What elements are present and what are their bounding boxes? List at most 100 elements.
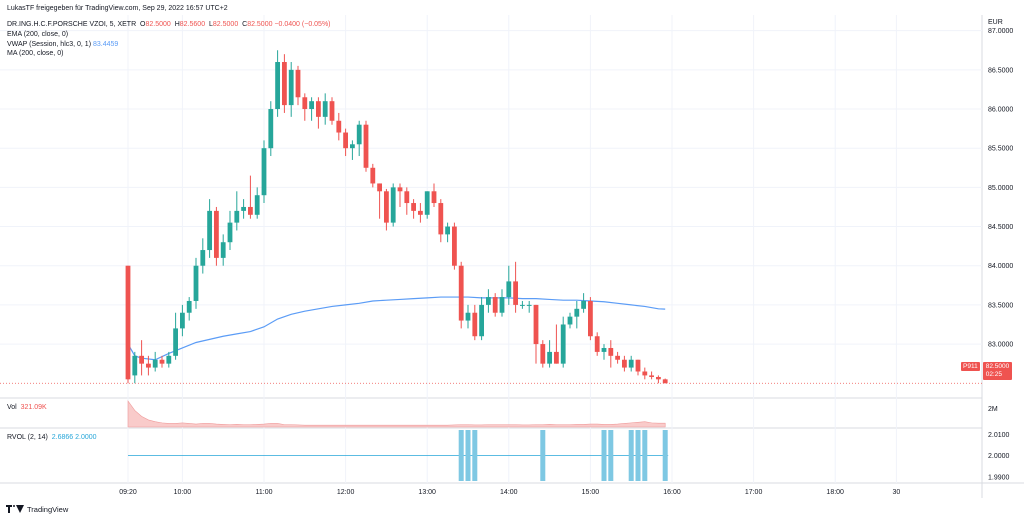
price-tick-label: 83.0000 [988,342,1013,349]
candle-body [275,62,280,110]
candle-body [295,69,301,98]
candle-body [567,316,573,325]
rvol-legend[interactable]: RVOL (2, 14) 2.6866 2.0000 [7,434,97,441]
rvol-bar [458,430,464,481]
candle-body [520,304,525,306]
candle-body [574,308,580,317]
rvol-bar [642,430,648,481]
rvol-value-1: 2.6866 [51,434,74,441]
candle-body [404,191,410,204]
rvol-bar [608,430,614,481]
rvol-tick-label: 2.0100 [988,432,1010,439]
candle-body [214,210,219,258]
footer-brand: TradingView [27,505,69,514]
time-tick-label: 11:00 [256,489,273,496]
candle-body [642,371,648,376]
rvol-tick-label: 1.9900 [988,474,1010,481]
candle-body [152,359,158,368]
candle-body [193,265,199,301]
price-tick-label: 86.0000 [988,107,1013,114]
candle-body [166,355,172,364]
candle-body [125,265,131,380]
time-tick-label: 16:00 [663,489,681,496]
rvol-bar [601,430,607,481]
ohlc-l: L82.5000 [209,21,239,28]
candle-body [506,281,512,298]
price-badge-countdown: 02:25 [985,371,1002,378]
candle-body [343,132,348,149]
candle-body [554,351,559,364]
volume-area [127,400,666,428]
candle-body [540,344,546,364]
candle-body [472,312,478,337]
candle-body [390,187,396,223]
price-badge-box: 82.5000 02:25 [982,362,1013,380]
candle-body [581,300,586,309]
axes-layer: 87.0000 86.5000 86.0000 85.5000 85.0000 84.50… [119,28,1013,496]
time-tick-label: 09:20 [119,489,137,496]
candle-body [363,124,369,168]
candle-body [513,281,518,305]
candle-body [146,363,151,368]
candle-body [424,191,430,215]
price-tick-label: 87.0000 [988,28,1013,35]
candle-body [302,97,308,110]
rvol-bar [465,430,471,481]
candle-body [452,226,457,266]
candle-body [418,210,423,215]
price-tick-label: 86.5000 [988,67,1013,74]
rvol-bar [472,430,478,481]
candle-body [288,69,294,106]
candle-body [601,347,607,352]
candle-body [438,203,444,235]
price-badge-price: 82.5000 [985,363,1010,370]
rvol-bar [540,430,546,481]
candle-body [377,183,382,192]
candle-body [588,300,593,337]
ohlc-o: O82.5000 [140,21,171,28]
rvol-tick-label: 2.0000 [988,453,1010,460]
candle-body [336,120,342,133]
rvol-layer [128,430,669,481]
candle-body [649,375,654,377]
candle-body [411,203,416,211]
indicator-ma[interactable]: MA (200, close, 0) [7,50,64,57]
price-badge-ticker: P911 [961,362,980,371]
tradingview-logo-icon [6,505,24,514]
candle-body [200,250,206,266]
symbol-label: DR.ING.H.C.F.PORSCHE VZOI, 5, XETR [7,21,137,28]
candle-body [526,304,532,306]
candle-body [241,206,246,211]
candle-body [322,101,328,117]
candle-body [622,359,627,368]
candle-body [329,101,335,121]
published-note: LukasTF freigegeben für TradingView.com,… [7,5,228,12]
candle-body [662,379,668,384]
volume-value: 321.09K [20,404,47,411]
candle-body [492,297,498,313]
ohlc-change: −0.0400 (−0.05%) [274,21,331,28]
candle-body [445,226,450,235]
time-tick-label: 14:00 [500,489,518,496]
candle-body [533,304,539,345]
candle-body [173,328,178,356]
footer[interactable]: TradingView [6,505,68,514]
currency-label: EUR [988,19,1003,26]
volume-legend[interactable]: Vol 321.09K [7,404,47,411]
volume-tick-label: 2M [988,406,998,413]
rvol-value-2: 2.0000 [75,434,97,441]
candle-body [397,187,403,192]
indicator-vwap[interactable]: VWAP (Session, hlc3, 0, 1) 83.4459 [7,41,119,48]
price-tick-label: 84.5000 [988,224,1013,231]
candle-body [431,191,437,204]
candle-body [384,191,389,223]
time-tick-label: 18:00 [826,489,844,496]
candle-body [159,359,165,364]
candle-body [139,355,144,364]
candle-body [499,297,505,313]
indicator-ema[interactable]: EMA (200, close, 0) [7,31,69,38]
candle-body [370,167,376,184]
vwap-value: 83.4459 [93,41,119,48]
time-tick-label: 17:00 [745,489,763,496]
